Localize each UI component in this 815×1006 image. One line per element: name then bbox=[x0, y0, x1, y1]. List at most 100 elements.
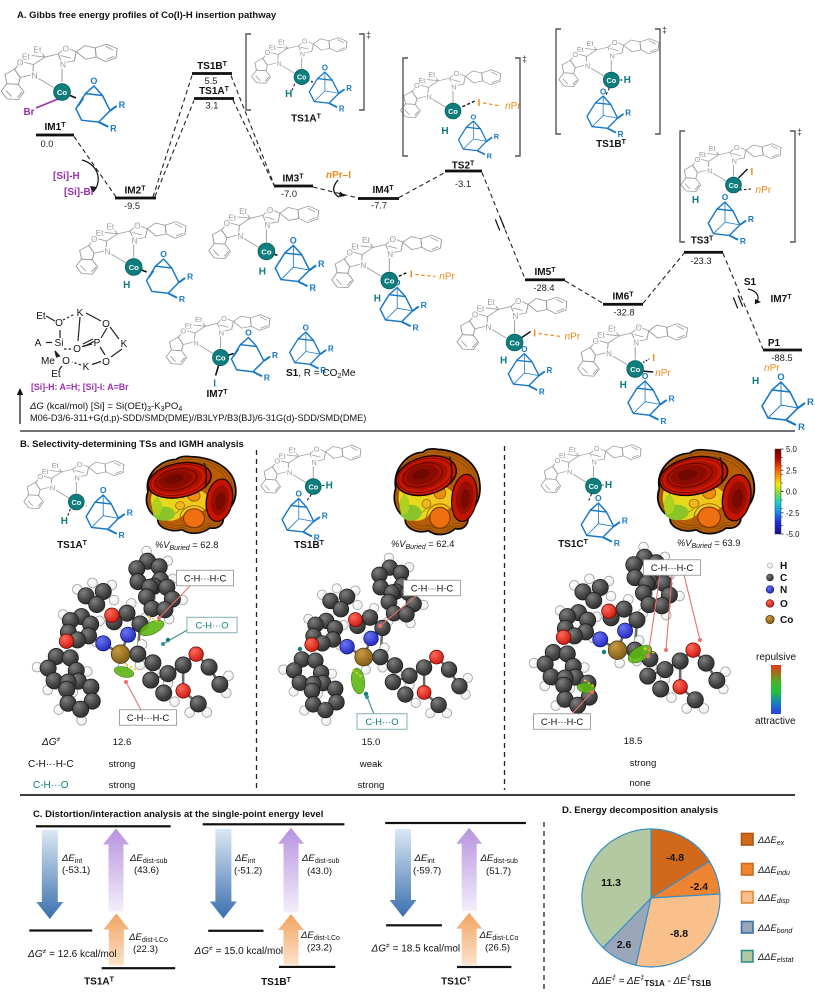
svg-text:-5.0: -5.0 bbox=[786, 530, 800, 539]
svg-text:R: R bbox=[314, 533, 320, 543]
svg-text:Et: Et bbox=[106, 223, 114, 232]
svg-text:Co: Co bbox=[129, 263, 140, 272]
svg-text:TS1CT: TS1CT bbox=[441, 976, 472, 987]
svg-text:Et: Et bbox=[289, 445, 296, 454]
svg-text:[Si]-H: A=H; [Si]-I: A=Br: [Si]-H: A=H; [Si]-I: A=Br bbox=[31, 382, 129, 392]
svg-text:O: O bbox=[77, 460, 83, 469]
svg-text:N: N bbox=[609, 52, 614, 61]
svg-text:N: N bbox=[287, 468, 292, 477]
svg-text:R: R bbox=[807, 397, 814, 408]
svg-text:Et: Et bbox=[428, 70, 435, 79]
svg-text:ΔEdist-LCo: ΔEdist-LCo bbox=[128, 932, 168, 944]
svg-text:ΔEdist-sub: ΔEdist-sub bbox=[480, 853, 518, 865]
svg-text:R: R bbox=[622, 516, 629, 526]
svg-text:Co: Co bbox=[589, 482, 599, 491]
svg-text:N: N bbox=[606, 349, 612, 358]
svg-text:R: R bbox=[614, 538, 621, 548]
svg-text:-88.5: -88.5 bbox=[771, 353, 792, 363]
svg-text:ΔEdist-LCo: ΔEdist-LCo bbox=[479, 930, 519, 942]
svg-text:R: R bbox=[328, 345, 334, 354]
svg-text:Et: Et bbox=[278, 40, 285, 47]
svg-text:nPr: nPr bbox=[565, 332, 581, 343]
svg-text:2.6: 2.6 bbox=[617, 939, 632, 951]
svg-text:repulsive: repulsive bbox=[756, 652, 796, 663]
svg-text:C-H···O: C-H···O bbox=[365, 717, 398, 727]
svg-text:IM2T: IM2T bbox=[125, 185, 147, 196]
svg-text:Et: Et bbox=[487, 298, 495, 307]
svg-text:C-H···H-C: C-H···H-C bbox=[651, 563, 694, 573]
svg-text:R: R bbox=[421, 300, 428, 310]
svg-text:H: H bbox=[780, 561, 787, 572]
svg-text:O: O bbox=[267, 206, 273, 215]
svg-text:O: O bbox=[472, 310, 478, 319]
svg-text:O: O bbox=[594, 444, 600, 453]
svg-text:(43.0): (43.0) bbox=[307, 866, 332, 877]
svg-text:‡: ‡ bbox=[522, 54, 527, 64]
svg-text:C: C bbox=[780, 573, 787, 584]
svg-text:R: R bbox=[669, 394, 676, 404]
svg-text:-2.4: -2.4 bbox=[690, 881, 708, 893]
svg-text:N: N bbox=[633, 339, 639, 348]
svg-text:D. Energy decomposition analys: D. Energy decomposition analysis bbox=[562, 805, 718, 816]
svg-text:K: K bbox=[121, 339, 128, 350]
svg-text:R: R bbox=[187, 272, 194, 282]
svg-text:TS1BT: TS1BT bbox=[261, 977, 292, 988]
svg-text:‡: ‡ bbox=[797, 127, 802, 137]
svg-text:-7.7: -7.7 bbox=[371, 201, 387, 211]
svg-text:Et: Et bbox=[185, 321, 193, 330]
svg-text:K: K bbox=[77, 308, 84, 319]
svg-text:R: R bbox=[740, 236, 746, 246]
svg-text:P: P bbox=[94, 338, 101, 349]
svg-text:[Si]-H: [Si]-H bbox=[53, 171, 80, 182]
svg-text:nPr–I: nPr–I bbox=[326, 170, 351, 181]
svg-text:O: O bbox=[612, 38, 618, 47]
svg-text:IM4T: IM4T bbox=[373, 185, 395, 196]
svg-text:A: A bbox=[35, 338, 42, 349]
svg-text:H: H bbox=[500, 356, 507, 367]
svg-text:H: H bbox=[61, 516, 68, 527]
svg-text:strong: strong bbox=[109, 780, 136, 791]
svg-text:O: O bbox=[322, 63, 328, 72]
svg-text:O: O bbox=[160, 249, 167, 259]
svg-text:0.0: 0.0 bbox=[786, 488, 798, 497]
svg-text:TS1CT: TS1CT bbox=[558, 539, 589, 550]
svg-text:ΔG≠ = 12.6 kcal/mol: ΔG≠ = 12.6 kcal/mol bbox=[27, 949, 117, 961]
svg-text:Co: Co bbox=[606, 76, 616, 85]
svg-text:M06-D3/6-311+G(d,p)-SDD/SMD(DM: M06-D3/6-311+G(d,p)-SDD/SMD(DME)//B3LYP/… bbox=[30, 413, 366, 423]
svg-text:O: O bbox=[90, 76, 97, 86]
svg-text:Et: Et bbox=[577, 45, 584, 54]
svg-text:P1: P1 bbox=[768, 338, 781, 349]
svg-text:O: O bbox=[347, 248, 353, 257]
svg-text:strong: strong bbox=[630, 758, 657, 769]
svg-text:H: H bbox=[326, 481, 333, 492]
svg-text:N: N bbox=[132, 237, 138, 246]
svg-text:-4.8: -4.8 bbox=[666, 852, 684, 864]
svg-text:‡: ‡ bbox=[662, 25, 667, 35]
svg-text:Et: Et bbox=[36, 311, 46, 322]
svg-text:O: O bbox=[302, 39, 308, 46]
svg-text:Co: Co bbox=[261, 247, 272, 256]
svg-text:N: N bbox=[193, 339, 198, 348]
svg-text:2.5: 2.5 bbox=[786, 466, 798, 475]
svg-text:%VBuried = 63.9: %VBuried = 63.9 bbox=[677, 538, 740, 550]
svg-text:C. Distortion/interaction anal: C. Distortion/interaction analysis at th… bbox=[33, 809, 323, 820]
svg-text:C-H···H-C: C-H···H-C bbox=[411, 583, 454, 593]
svg-text:Br: Br bbox=[23, 107, 34, 118]
svg-text:N: N bbox=[780, 585, 787, 596]
svg-text:A. Gibbs free energy profiles: A. Gibbs free energy profiles of Co(I)-H… bbox=[17, 10, 277, 21]
svg-text:O: O bbox=[722, 192, 729, 202]
svg-text:(-59.7): (-59.7) bbox=[413, 866, 441, 877]
svg-text:N: N bbox=[311, 458, 316, 467]
svg-text:N: N bbox=[707, 167, 712, 176]
svg-text:Et: Et bbox=[195, 315, 203, 324]
svg-text:H: H bbox=[441, 126, 448, 137]
svg-text:O: O bbox=[515, 297, 521, 306]
svg-text:‡: ‡ bbox=[366, 30, 371, 40]
svg-text:N: N bbox=[60, 59, 66, 69]
svg-text:O: O bbox=[224, 219, 230, 228]
svg-text:Et: Et bbox=[608, 325, 616, 334]
svg-text:ΔEint: ΔEint bbox=[234, 853, 255, 865]
svg-text:H: H bbox=[624, 75, 631, 86]
svg-text:N: N bbox=[360, 261, 366, 270]
svg-text:R: R bbox=[310, 283, 317, 293]
